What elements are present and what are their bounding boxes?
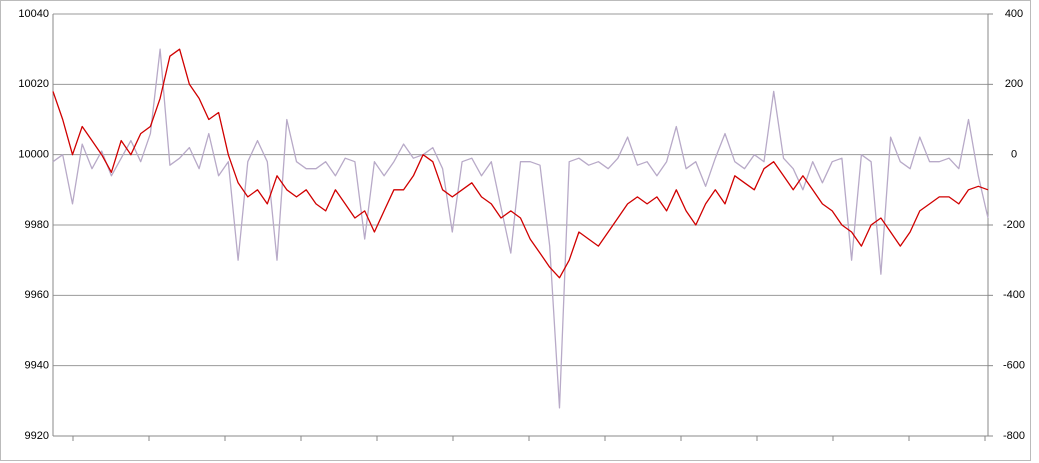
series-line <box>52 48 989 279</box>
y2-tick-label: -800 <box>1003 430 1025 442</box>
y-tick-label: 9920 <box>25 430 49 442</box>
y-tick-label: 9940 <box>25 360 49 372</box>
y-tick-label: 10020 <box>18 78 49 90</box>
y2-tick-label: -400 <box>1003 289 1025 301</box>
y-tick-label: 9980 <box>25 219 49 231</box>
y2-tick-label: 400 <box>1005 8 1023 20</box>
y2-tick-label: 0 <box>1011 149 1017 161</box>
y2-tick-label: 200 <box>1005 78 1023 90</box>
y2-tick-label: -600 <box>1003 360 1025 372</box>
y-tick-label: 10040 <box>18 8 49 20</box>
y2-tick-label: -200 <box>1003 219 1025 231</box>
series-line <box>52 48 989 409</box>
y-tick-label: 9960 <box>25 289 49 301</box>
y-tick-label: 10000 <box>18 149 49 161</box>
